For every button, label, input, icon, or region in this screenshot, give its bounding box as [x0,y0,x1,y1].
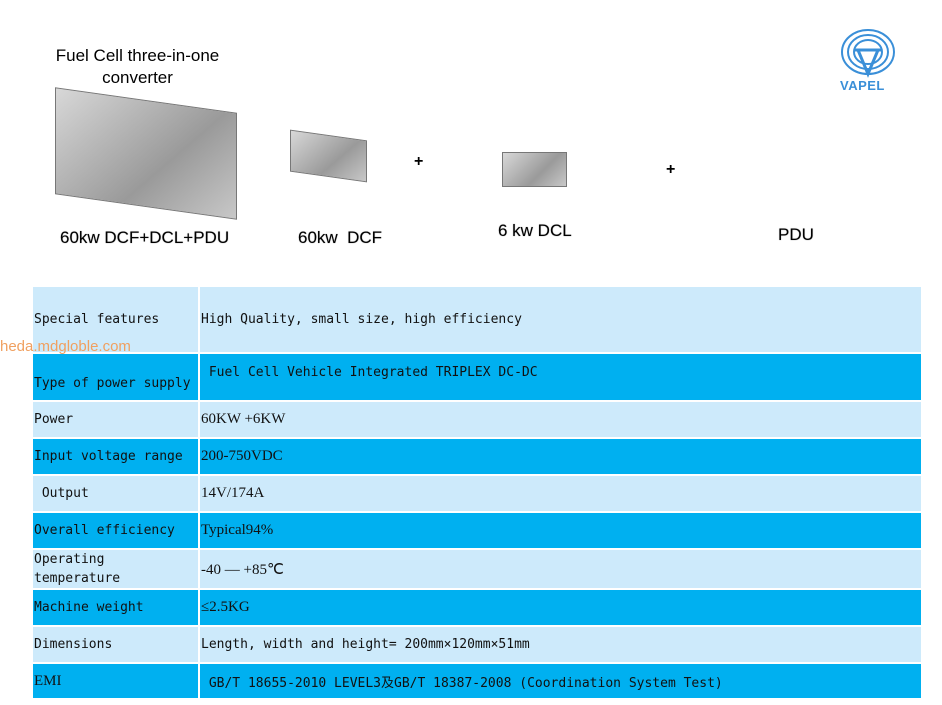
spec-label: Input voltage range [33,438,200,476]
spec-label: Type of power supply [33,353,200,402]
spec-label: Operating temperature [33,549,200,590]
table-row: Power 60KW +6KW [33,401,923,439]
spec-table: Special features High Quality, small size… [33,287,923,700]
spec-value: -40 — +85℃ [199,549,923,590]
dcf-image [290,129,367,183]
logo-rings-icon [841,29,895,78]
table-row: Dimensions Length, width and height= 200m… [33,626,923,664]
three-in-one-image [55,87,237,220]
spec-value: Typical94% [199,512,923,550]
spec-label: Dimensions [33,626,200,664]
spec-value: GB/T 18655-2010 LEVEL3及GB/T 18387-2008 (… [199,663,923,700]
page-title: Fuel Cell three-in-one converter [55,46,220,87]
plus-sign: + [414,153,424,170]
spec-value: ≤2.5KG [199,589,923,627]
spec-value: Length, width and height= 200mm×120mm×51… [199,626,923,664]
spec-value: Fuel Cell Vehicle Integrated TRIPLEX DC-… [199,353,923,402]
plus-sign: + [666,161,676,178]
spec-label: Special features [33,287,200,354]
table-row: Special features High Quality, small size… [33,287,923,354]
spec-value: 60KW +6KW [199,401,923,439]
spec-label: Machine weight [33,589,200,627]
vapel-logo [838,28,898,94]
product-caption: 6 kw DCL [498,221,572,240]
spec-value: 200-750VDC [199,438,923,476]
table-row: Input voltage range 200-750VDC [33,438,923,476]
spec-value: High Quality, small size, high efficienc… [199,287,923,354]
product-caption: PDU [778,225,814,244]
table-row: Output 14V/174A [33,475,923,513]
table-row: Overall efficiency Typical94% [33,512,923,550]
product-caption: 60kw DCF+DCL+PDU [60,228,230,247]
spec-label: Output [33,475,200,513]
watermark: heda.mdgloble.com [0,338,131,355]
table-row: Machine weight ≤2.5KG [33,589,923,627]
spec-value: 14V/174A [199,475,923,513]
spec-label: Power [33,401,200,439]
table-row: EMI GB/T 18655-2010 LEVEL3及GB/T 18387-20… [33,663,923,700]
logo-text: VAPEL [840,78,885,93]
spec-label: Overall efficiency [33,512,200,550]
spec-label: EMI [33,663,200,700]
table-row: Operating temperature -40 — +85℃ [33,549,923,590]
dcl-image [502,152,567,187]
product-caption: 60kw DCF [298,228,383,247]
table-row: Type of power supply Fuel Cell Vehicle I… [33,353,923,402]
